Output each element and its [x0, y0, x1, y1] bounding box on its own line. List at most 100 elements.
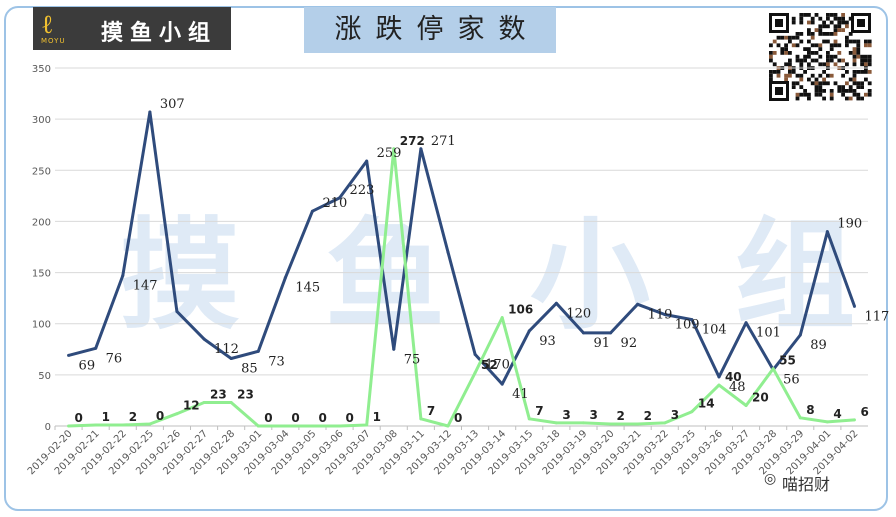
data-label: 3 [671, 408, 679, 422]
data-label: 0 [454, 411, 462, 425]
data-point [175, 309, 179, 313]
data-label: 120 [566, 306, 591, 321]
data-point [256, 349, 260, 353]
data-label: 56 [783, 373, 800, 388]
data-label: 40 [725, 370, 742, 384]
logo-subtitle: MOYU [41, 37, 66, 45]
data-label: 89 [810, 338, 827, 353]
chart-title-box: 涨跌停家数 [304, 7, 556, 53]
data-label: 223 [350, 183, 375, 198]
data-point [663, 421, 667, 425]
data-label: 307 [160, 97, 185, 112]
y-tick-label: 300 [32, 115, 51, 126]
wechat-icon: ◎ [764, 471, 777, 487]
y-tick-label: 350 [32, 64, 51, 75]
y-tick-label: 0 [45, 422, 51, 433]
data-label: 106 [508, 303, 533, 317]
data-label: 69 [79, 358, 96, 373]
data-point [202, 337, 206, 341]
data-point [392, 347, 396, 351]
data-point [229, 356, 233, 360]
logo-text: 摸鱼小组 [101, 21, 218, 46]
data-point [609, 422, 613, 426]
data-point [527, 417, 531, 421]
brand-logo: ℓ MOYU 摸鱼小组 [33, 7, 231, 50]
data-point [554, 421, 558, 425]
data-label: 190 [837, 217, 862, 232]
data-label: 93 [539, 334, 556, 349]
data-point [636, 422, 640, 426]
data-point [825, 230, 829, 234]
data-point [554, 301, 558, 305]
data-point [473, 352, 477, 356]
y-tick-label: 100 [32, 320, 51, 331]
data-point [338, 196, 342, 200]
data-label: 20 [752, 391, 769, 405]
data-label: 2 [129, 410, 137, 424]
data-label: 210 [322, 196, 347, 211]
data-point [500, 316, 504, 320]
data-point [636, 302, 640, 306]
data-point [121, 274, 125, 278]
data-point [148, 422, 152, 426]
data-label: 48 [729, 380, 746, 395]
y-tick-label: 250 [32, 166, 51, 177]
data-label: 41 [512, 387, 529, 402]
data-label: 8 [806, 403, 814, 417]
data-label: 75 [404, 352, 421, 367]
data-label: 73 [268, 354, 285, 369]
data-label: 1 [102, 410, 110, 424]
data-point [609, 331, 613, 335]
data-label: 101 [756, 326, 781, 341]
data-point [121, 423, 125, 427]
data-label: 3 [589, 408, 597, 422]
data-label: 12 [183, 399, 200, 413]
data-label: 104 [702, 323, 727, 338]
data-point [338, 424, 342, 428]
data-point [67, 424, 71, 428]
data-label: 92 [621, 336, 638, 351]
data-label: 85 [241, 361, 258, 376]
data-point [365, 159, 369, 163]
data-label: 109 [675, 318, 700, 333]
data-point [690, 410, 694, 414]
data-label: 2 [617, 409, 625, 423]
data-label: 117 [864, 309, 889, 324]
data-label: 119 [648, 307, 673, 322]
data-point [527, 329, 531, 333]
data-label: 271 [431, 134, 456, 149]
data-label: 6 [860, 405, 868, 419]
data-point [473, 371, 477, 375]
data-point [175, 412, 179, 416]
data-point [419, 147, 423, 151]
data-point [717, 383, 721, 387]
data-label: 91 [593, 336, 610, 351]
data-label: 272 [400, 134, 425, 148]
y-tick-label: 200 [32, 217, 51, 228]
data-point [744, 404, 748, 408]
data-point [581, 331, 585, 335]
data-label: 14 [698, 397, 715, 411]
data-label: 112 [214, 342, 239, 357]
watermark-text: 摸鱼小组 [120, 207, 896, 346]
data-point [717, 375, 721, 379]
brand-name: 喵招财 [782, 475, 831, 494]
data-point [690, 318, 694, 322]
data-label: 76 [106, 351, 123, 366]
data-point [798, 416, 802, 420]
series-line-down [68, 147, 855, 428]
data-point [310, 209, 314, 213]
data-point [852, 304, 856, 308]
data-label: 0 [156, 409, 164, 423]
data-point [771, 367, 775, 371]
data-point [446, 424, 450, 428]
data-point [202, 400, 206, 404]
data-point [500, 382, 504, 386]
series-line-up [68, 110, 856, 386]
data-point [148, 110, 152, 114]
data-label: 55 [779, 354, 796, 368]
data-label: 259 [377, 146, 402, 161]
data-point [67, 353, 71, 357]
data-point [392, 147, 396, 151]
